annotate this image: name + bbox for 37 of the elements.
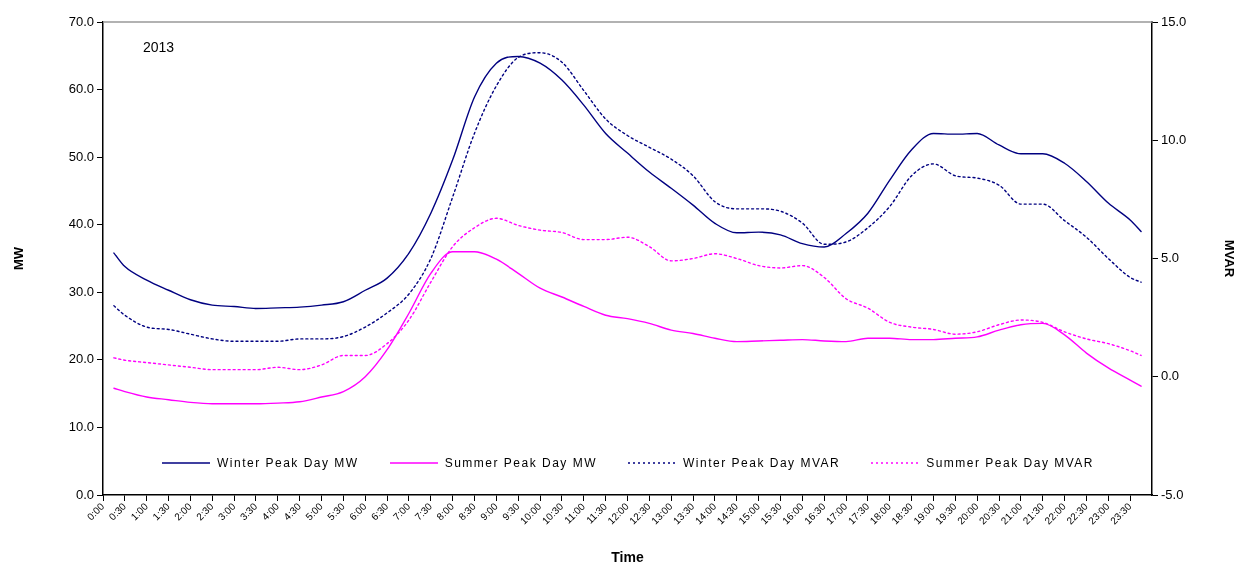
y-tick-label: 70.0 [68, 13, 94, 29]
x-tick-label: 5:00 [303, 500, 326, 523]
x-tick-label: 8:30 [456, 500, 479, 523]
x-tick-label: 7:30 [412, 500, 435, 523]
y-tick-label: 0.0 [75, 486, 94, 502]
y2-tick-label: 15.0 [1161, 13, 1187, 29]
y-tick-label: 10.0 [68, 419, 94, 435]
x-tick-label: 4:00 [259, 500, 282, 523]
y-tick-label: 30.0 [68, 283, 94, 299]
y2-axis-title: MVAR [1221, 239, 1237, 278]
x-tick-label: 0:30 [106, 500, 129, 523]
y2-tick-label: 10.0 [1161, 131, 1187, 147]
x-axis-title: Time [611, 549, 644, 566]
x-tick-label: 9:30 [500, 500, 522, 523]
x-tick-label: 0:00 [84, 500, 107, 523]
x-tick-label: 6:00 [347, 500, 369, 523]
legend-label: Summer Peak Day MVAR [926, 456, 1094, 470]
x-tick-label: 9:00 [478, 500, 501, 523]
annotation: 2013 [143, 39, 175, 55]
y2-tick-label: 5.0 [1161, 250, 1180, 266]
y2-tick-label: -5.0 [1161, 486, 1184, 502]
x-tick-label: 3:30 [237, 500, 260, 523]
y-axis-title: MW [11, 246, 27, 271]
legend-label: Winter Peak Day MW [216, 456, 359, 470]
x-tick-label: 7:00 [390, 500, 413, 523]
y-tick-label: 20.0 [68, 351, 94, 367]
x-tick-label: 4:30 [281, 500, 304, 523]
y-tick-label: 40.0 [68, 216, 94, 232]
x-tick-label: 6:30 [368, 500, 391, 523]
x-tick-label: 5:30 [325, 500, 348, 523]
x-tick-label: 8:00 [434, 500, 457, 523]
y-tick-label: 50.0 [68, 148, 94, 164]
legend-label: Winter Peak Day MVAR [683, 456, 841, 470]
legend-label: Summer Peak Day MW [444, 456, 598, 470]
y2-tick-label: 0.0 [1161, 368, 1180, 384]
y-tick-label: 60.0 [68, 81, 94, 97]
x-tick-label: 3:00 [215, 500, 238, 523]
